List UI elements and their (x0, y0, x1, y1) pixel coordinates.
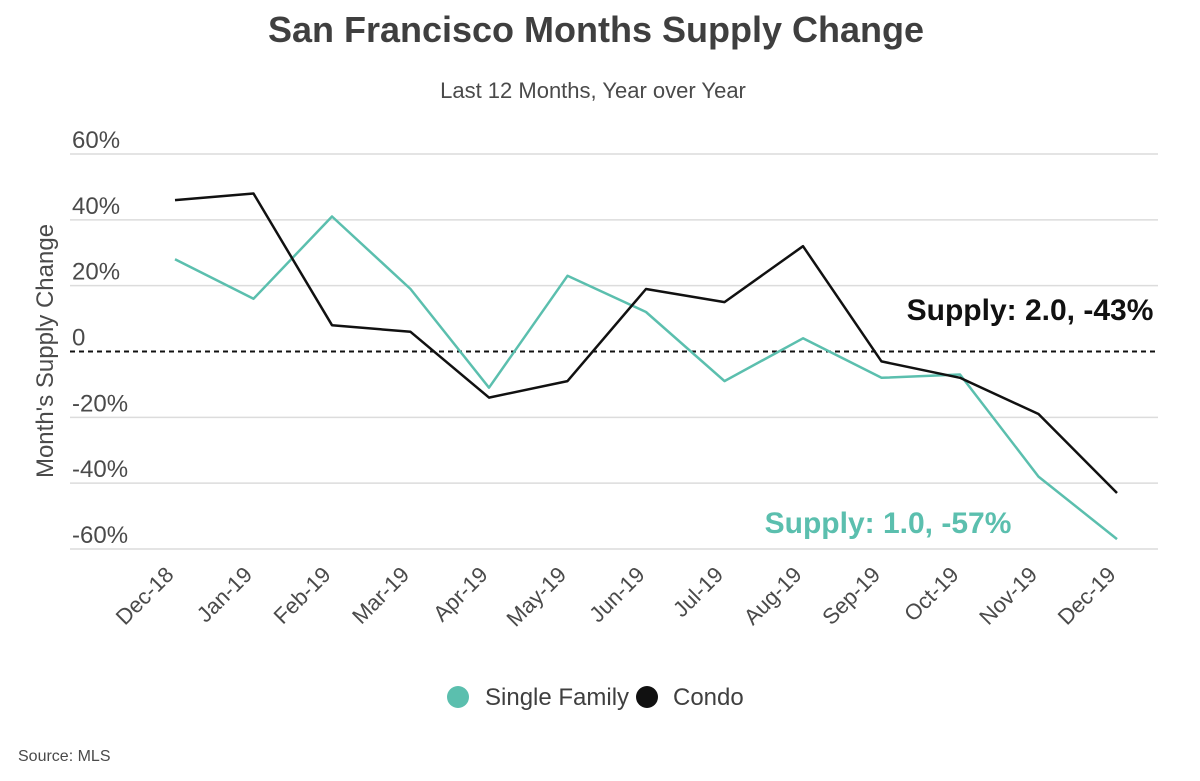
series-line-condo (174, 192, 1118, 494)
x-tick-label: Mar-19 (347, 562, 414, 629)
legend-condo-marker (636, 686, 658, 708)
x-tick-label: Sep-19 (817, 562, 885, 630)
y-tick-label: -20% (72, 390, 128, 417)
legend: Single Family Condo (447, 684, 744, 711)
x-tick-label: Jun-19 (584, 562, 649, 627)
annotation-single-family: Supply: 1.0, -57% (765, 507, 1012, 540)
chart-title: San Francisco Months Supply Change (268, 9, 924, 50)
y-tick-label: 60% (72, 127, 120, 154)
legend-single-family-label: Single Family (485, 684, 629, 711)
series-lines (174, 192, 1118, 541)
y-tick-label: -40% (72, 456, 128, 483)
annotation-condo: Supply: 2.0, -43% (907, 294, 1154, 327)
legend-condo-label: Condo (673, 684, 744, 711)
source-note: Source: MLS (18, 748, 110, 765)
y-tick-label: 20% (72, 259, 120, 286)
series-line-single-family (174, 215, 1118, 541)
x-axis-ticks: Dec-18 Jan-19 Feb-19 Mar-19 Apr-19 May-19 Jun-… (111, 562, 1121, 632)
x-tick-label: Jul-19 (668, 562, 728, 622)
y-axis-title: Month's Supply Change (32, 224, 59, 478)
y-axis-ticks: 60% 40% 20% 0 -20% -40% -60% (72, 127, 128, 549)
x-tick-label: Nov-19 (974, 562, 1042, 630)
x-tick-label: Aug-19 (739, 562, 807, 630)
y-tick-label: -60% (72, 522, 128, 549)
x-tick-label: Jan-19 (192, 562, 257, 627)
x-tick-label: Apr-19 (428, 562, 492, 626)
x-tick-label: Dec-18 (111, 562, 179, 630)
x-tick-label: May-19 (501, 562, 571, 632)
x-tick-label: Dec-19 (1053, 562, 1121, 630)
gridlines (70, 153, 1158, 550)
legend-single-family-marker (447, 686, 469, 708)
x-tick-label: Feb-19 (269, 562, 336, 629)
x-tick-label: Oct-19 (899, 562, 963, 626)
y-tick-label: 0 (72, 325, 85, 352)
chart-subtitle: Last 12 Months, Year over Year (440, 78, 746, 103)
y-tick-label: 40% (72, 193, 120, 220)
